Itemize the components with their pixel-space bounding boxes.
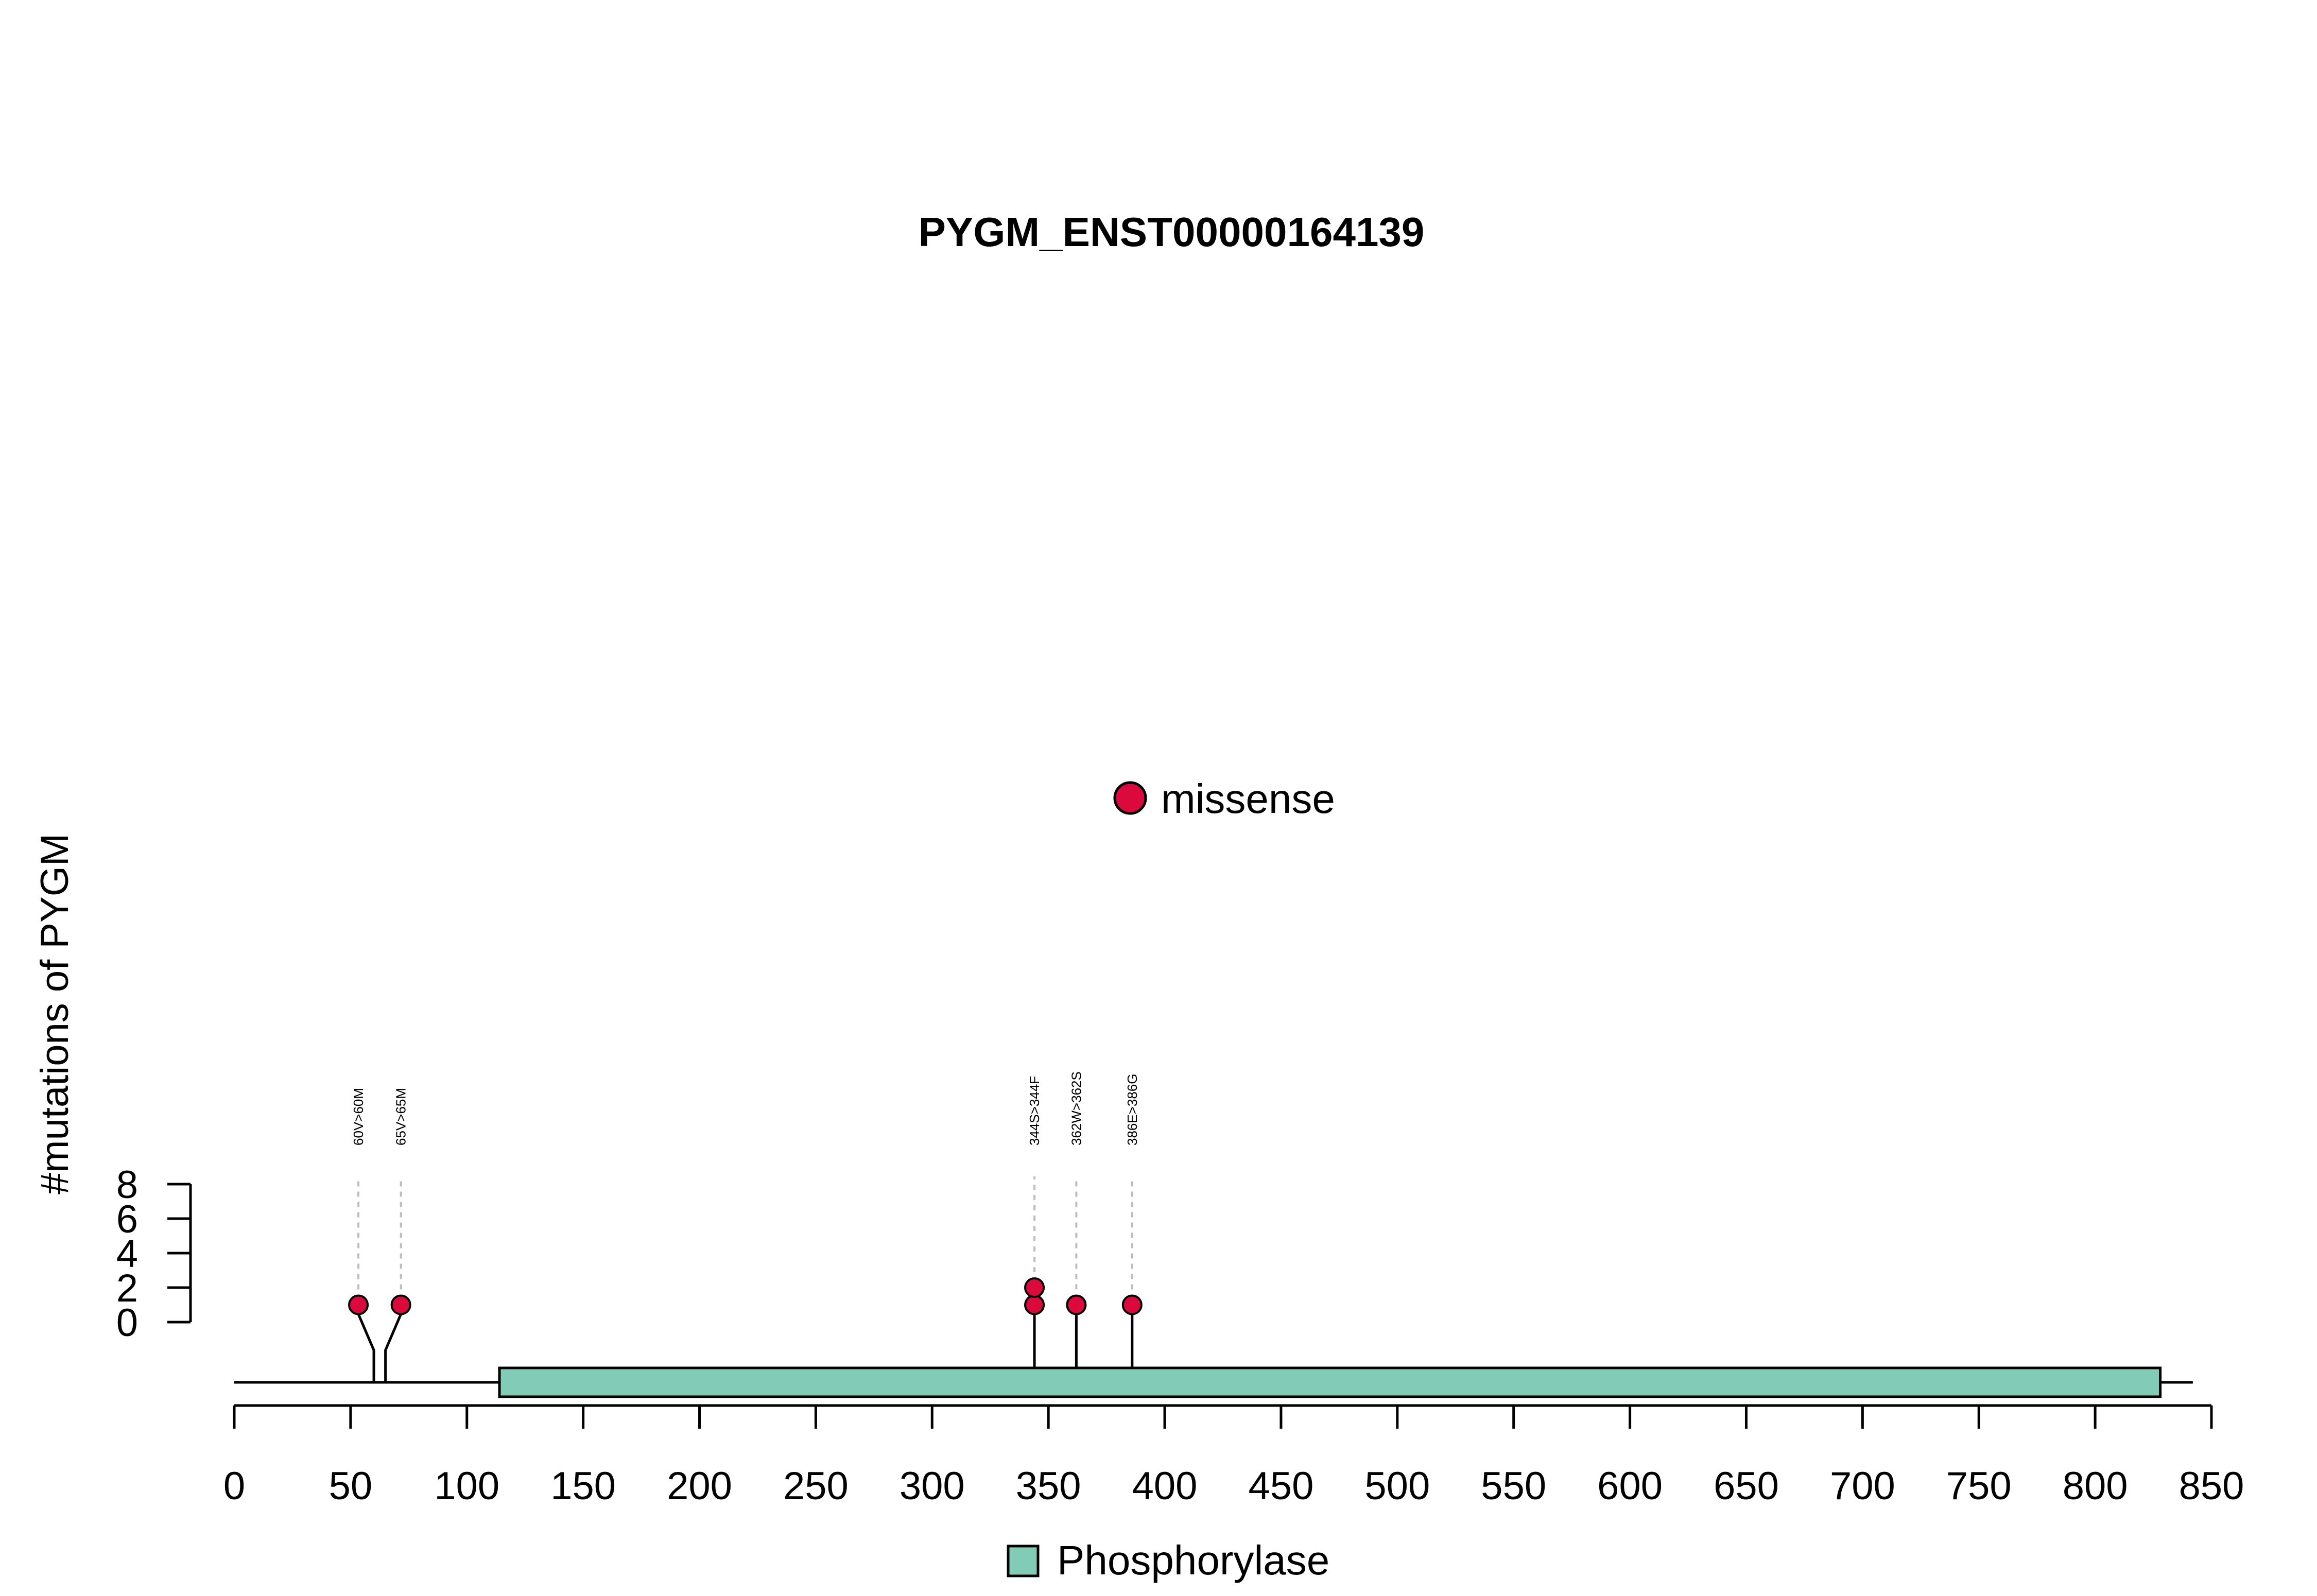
mutation-head: [1121, 1294, 1143, 1315]
mutation-head: [390, 1294, 411, 1315]
mutation-head: [348, 1294, 369, 1315]
chart-title: PYGM_ENST00000164139: [919, 209, 1425, 255]
x-tick-label: 350: [1016, 1464, 1081, 1508]
mutation-label: 386E>386G: [1125, 1073, 1140, 1146]
x-tick-label: 650: [1714, 1464, 1779, 1508]
x-tick-label: 100: [434, 1464, 499, 1508]
mutation-stem: [357, 1305, 375, 1382]
x-tick-label: 600: [1597, 1464, 1663, 1508]
mutation-label: 344S>344F: [1027, 1076, 1042, 1146]
mutation-label: 60V>60M: [351, 1088, 366, 1146]
x-tick-label: 150: [550, 1464, 616, 1508]
x-tick-label: 750: [1946, 1464, 2012, 1508]
mutation-head: [1024, 1294, 1045, 1315]
x-tick-label: 450: [1249, 1464, 1314, 1508]
x-tick-label: 500: [1364, 1464, 1430, 1508]
mutation-label: 65V>65M: [393, 1088, 409, 1146]
domain-box: [498, 1366, 2162, 1398]
mutation-label: 362W>362S: [1068, 1071, 1084, 1146]
domain-legend-label: Phosphorylase: [1057, 1537, 1329, 1583]
legend-label: missense: [1161, 776, 1335, 822]
y-tick-label: 8: [116, 1163, 138, 1207]
mutation-stem: [384, 1305, 403, 1382]
domain-legend-swatch: [1007, 1545, 1040, 1577]
mutation-head: [1066, 1294, 1087, 1315]
y-tick-label: 2: [116, 1267, 138, 1310]
protein-track: [234, 1366, 2193, 1398]
y-axis-label: #mutations of PYGM: [33, 834, 77, 1194]
y-tick-label: 0: [116, 1301, 138, 1345]
x-tick-label: 50: [329, 1464, 373, 1508]
lollipops: 60V>60M 65V>65M 344S>344F 362W>362S 386E>386…: [348, 1071, 1143, 1382]
x-tick-label: 0: [223, 1464, 245, 1508]
mutation-head: [1024, 1277, 1045, 1298]
x-tick-label: 550: [1481, 1464, 1546, 1508]
x-tick-label: 850: [2179, 1464, 2244, 1508]
domain-legend: Phosphorylase: [1007, 1537, 1329, 1583]
x-tick-label: 800: [2063, 1464, 2128, 1508]
x-axis: 0 50 100 150 200 250 300 350 400 450 500 550 600 650 7…: [223, 1404, 2244, 1508]
y-tick-label: 6: [116, 1198, 138, 1241]
y-tick-label: 4: [116, 1232, 138, 1276]
legend-swatch: [1113, 781, 1147, 815]
x-tick-label: 700: [1830, 1464, 1895, 1508]
x-tick-label: 200: [667, 1464, 732, 1508]
x-tick-label: 300: [900, 1464, 965, 1508]
x-tick-label: 400: [1132, 1464, 1198, 1508]
x-tick-label: 250: [783, 1464, 849, 1508]
mutation-legend: missense: [1113, 776, 1335, 822]
